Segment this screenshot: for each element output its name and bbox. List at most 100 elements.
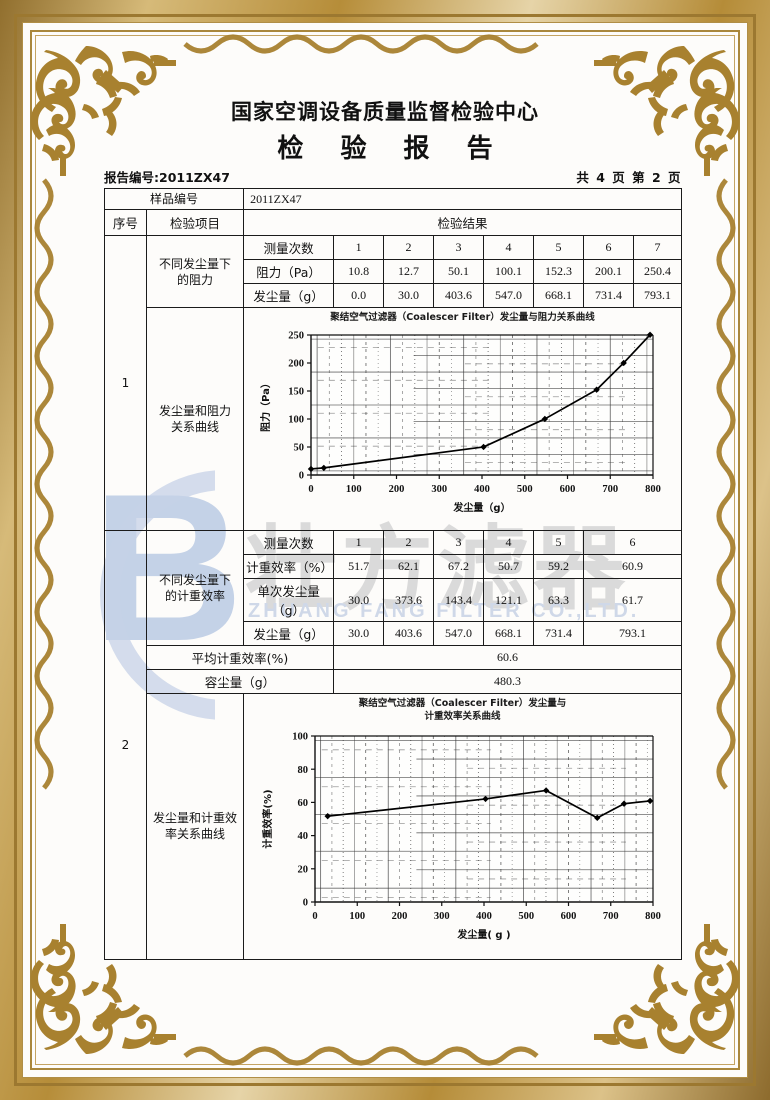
chart-cell-efficiency: 聚结空气过滤器（Coalescer Filter）发尘量与 计重效率关系曲线 0… <box>243 693 682 960</box>
section2-seq: 2 <box>104 530 147 960</box>
cell-s1-d-5: 731.4 <box>582 283 634 309</box>
svg-text:0: 0 <box>308 484 313 495</box>
section2-row-label-0: 测量次数 <box>243 530 335 555</box>
table-row-s1-measurements: 1 不同发尘量下 的阻力 测量次数 1 2 3 4 5 6 7 <box>104 235 683 531</box>
svg-text:40: 40 <box>297 831 308 842</box>
cell-s2-d-4: 731.4 <box>533 621 584 646</box>
svg-text:600: 600 <box>560 911 576 922</box>
section2-chart-label-line2: 率关系曲线 <box>164 827 225 842</box>
table-row-s2-efficiency: 计重效率（%） 51.7 62.1 67.2 50.7 59.2 60.9 <box>105 554 683 579</box>
cell-s1-m-6: 7 <box>632 235 683 261</box>
section2-average-value: 60.6 <box>333 645 682 670</box>
section2-capacity-value: 480.3 <box>333 669 682 694</box>
svg-text:200: 200 <box>288 359 304 370</box>
svg-text:600: 600 <box>559 484 575 495</box>
report-number: 报告编号:2011ZX47 <box>104 170 230 185</box>
sample-number-value: 2011ZX47 <box>243 187 682 211</box>
chart-cell-resistance: 聚结空气过滤器（Coalescer Filter）发尘量与阻力关系曲线 0 50 1… <box>243 307 682 531</box>
cell-s1-m-3: 4 <box>483 235 534 261</box>
table-row-s2-dust: 发尘量（g） 30.0 403.6 547.0 668.1 731.4 793.… <box>105 621 683 646</box>
cell-s2-sd-3: 121.1 <box>483 578 534 622</box>
section2-capacity-label: 容尘量（g） <box>145 669 335 694</box>
cell-s2-e-2: 67.2 <box>433 554 485 579</box>
section2-item-label-line2: 的计重效率 <box>164 589 225 603</box>
column-header-seq: 序号 <box>104 209 147 237</box>
svg-text:250: 250 <box>288 331 304 342</box>
cell-s2-e-1: 62.1 <box>383 554 435 579</box>
table-row-s1-dust: 发尘量（g） 0.0 30.0 403.6 547.0 668.1 731.4 … <box>105 283 683 309</box>
svg-text:300: 300 <box>431 484 447 495</box>
chart-resistance: 聚结空气过滤器（Coalescer Filter）发尘量与阻力关系曲线 0 50 1… <box>244 308 681 530</box>
cell-s1-m-0: 1 <box>333 235 385 261</box>
chart-efficiency-title-line1: 聚结空气过滤器（Coalescer Filter）发尘量与 <box>358 698 567 709</box>
ornament-corner-top-left <box>26 26 176 176</box>
sample-number-label: 样品编号 <box>103 187 245 211</box>
section1-seq: 1 <box>104 235 147 531</box>
section2-row-label-3: 发尘量（g） <box>243 621 335 646</box>
section2-item-label: 不同发尘量下 的计重效率 <box>145 530 245 646</box>
svg-text:800: 800 <box>645 484 661 495</box>
cell-s1-d-0: 0.0 <box>333 283 385 309</box>
section1-item-label-line1: 不同发尘量下 <box>158 256 231 271</box>
cell-s1-r-4: 152.3 <box>533 259 584 285</box>
chart-resistance-svg: 0 50 100 150 200 250 0 100 200 300 400 500 600 700 800… <box>259 331 661 514</box>
cell-s2-d-0: 30.0 <box>333 621 385 646</box>
section2-average-label: 平均计重效率(%) <box>145 645 335 670</box>
cell-s1-m-1: 2 <box>383 235 435 261</box>
cell-s2-m-2: 3 <box>433 530 485 555</box>
svg-text:80: 80 <box>297 764 308 775</box>
svg-text:200: 200 <box>391 911 407 922</box>
chart-efficiency-title-line2: 计重效率关系曲线 <box>424 710 501 722</box>
table-row-s2-capacity: 容尘量（g） 480.3 <box>105 669 682 694</box>
table-row-s1-resistance: 阻力（Pa） 10.8 12.7 50.1 100.1 152.3 200.1 … <box>105 259 683 285</box>
section2-row-label-1: 计重效率（%） <box>243 554 335 579</box>
cell-s1-r-1: 12.7 <box>383 259 435 285</box>
cell-s1-r-2: 50.1 <box>433 259 485 285</box>
svg-text:150: 150 <box>288 387 304 398</box>
svg-text:100: 100 <box>292 731 308 742</box>
svg-text:400: 400 <box>474 484 490 495</box>
section2-chart-label: 发尘量和计重效 率关系曲线 <box>145 693 245 960</box>
cell-s2-m-0: 1 <box>333 530 385 555</box>
cell-s2-sd-1: 373.6 <box>383 578 435 622</box>
svg-text:100: 100 <box>345 484 361 495</box>
cell-s2-d-2: 547.0 <box>433 621 485 646</box>
svg-text:100: 100 <box>288 415 304 426</box>
cell-s1-m-2: 3 <box>433 235 485 261</box>
section1-row-label-2: 发尘量（g） <box>243 283 335 309</box>
cell-s2-e-3: 50.7 <box>483 554 534 579</box>
table-row-header: 序号 检验项目 检验结果 <box>104 209 682 237</box>
svg-text:800: 800 <box>645 911 661 922</box>
cell-s1-r-0: 10.8 <box>333 259 385 285</box>
cell-s1-r-3: 100.1 <box>483 259 534 285</box>
table-row-sample: 样品编号 2011ZX47 <box>103 187 682 211</box>
column-header-item: 检验项目 <box>145 209 245 237</box>
cell-s1-d-2: 403.6 <box>433 283 485 309</box>
svg-text:0: 0 <box>298 471 303 482</box>
ornament-corner-top-right <box>594 26 744 176</box>
section1-item-label: 不同发尘量下 的阻力 <box>145 235 245 309</box>
cell-s1-r-5: 200.1 <box>582 259 634 285</box>
section2-row-label-2: 单次发尘量（g） <box>243 578 335 622</box>
svg-text:700: 700 <box>602 911 618 922</box>
table-row-s2-measurements: 2 不同发尘量下 的计重效率 测量次数 1 2 3 4 5 6 <box>104 530 683 960</box>
chart-efficiency-title: 聚结空气过滤器（Coalescer Filter）发尘量与 计重效率关系曲线 <box>244 694 681 724</box>
cell-s1-d-6: 793.1 <box>632 283 683 309</box>
page-title: 检 验 报 告 <box>277 134 507 164</box>
table-row-s2-average: 平均计重效率(%) 60.6 <box>105 645 682 670</box>
certificate-frame-line-outer <box>30 30 740 1070</box>
cell-s1-m-4: 5 <box>533 235 584 261</box>
cell-s2-d-1: 403.6 <box>383 621 435 646</box>
svg-text:0: 0 <box>312 911 317 922</box>
section1-chart-label-line1: 发尘量和阻力 <box>158 403 231 418</box>
svg-text:500: 500 <box>516 484 532 495</box>
section1-item-label-line2: 的阻力 <box>176 272 213 287</box>
svg-text:20: 20 <box>297 864 308 875</box>
cell-s1-m-5: 6 <box>582 235 634 261</box>
ornament-corner-bottom-right <box>594 924 744 1074</box>
cell-s2-sd-0: 30.0 <box>333 578 385 622</box>
svg-text:60: 60 <box>297 798 308 809</box>
svg-text:50: 50 <box>293 443 304 454</box>
svg-text:阻力（Pa）: 阻力（Pa） <box>259 378 272 432</box>
organization-title: 国家空调设备质量监督检验中心 <box>231 100 539 124</box>
